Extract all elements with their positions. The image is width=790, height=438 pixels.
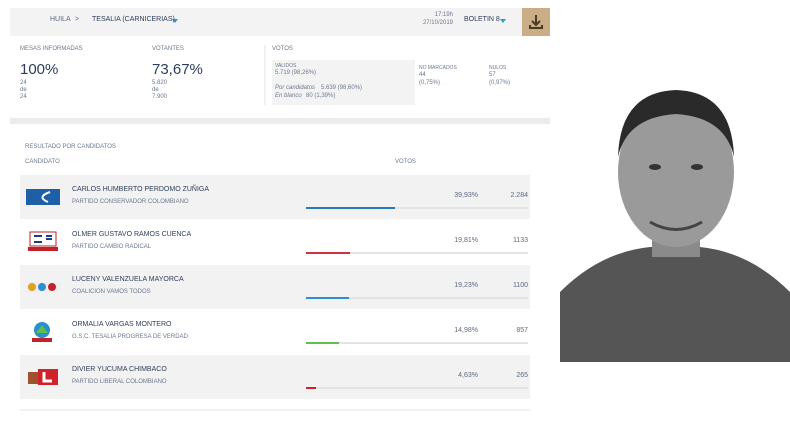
party-name: COALICION VAMOS TODOS [72, 289, 151, 295]
bar-track [306, 207, 528, 209]
candidate-name: CARLOS HUMBERTO PERDOMO ZUÑIGA [72, 186, 210, 193]
candidate-row: DIVIER YUCUMA CHIMBACO PARTIDO LIBERAL CO… [20, 355, 530, 399]
candidate-name: LUCENY VALENZUELA MAYORCA [72, 276, 184, 283]
bar-track [306, 387, 528, 389]
col-votes: VOTOS [395, 159, 416, 165]
party-name: PARTIDO CAMBIO RADICAL [72, 244, 152, 250]
candidate-name: OLMER GUSTAVO RAMOS CUENCA [72, 231, 192, 238]
dropdown-arrow [172, 19, 178, 23]
stat-of: de [152, 87, 159, 93]
bar-track [306, 252, 528, 254]
candidate-name: DIVIER YUCUMA CHIMBACO [72, 366, 167, 373]
vote-bar [306, 387, 317, 389]
decor [10, 19, 550, 411]
unmarked-label: NO MARCADOS [419, 65, 457, 71]
candidate-row: OLMER GUSTAVO RAMOS CUENCA PARTIDO CAMBIO… [20, 220, 530, 264]
stat-of: de [20, 87, 27, 93]
candidate-row: LUCENY VALENZUELA MAYORCA COALICION VAMOS… [20, 265, 530, 309]
municipality: TESALIA (CARNICERIAS) [92, 16, 175, 23]
votes-label: VOTOS [272, 46, 293, 52]
party-logo [28, 231, 58, 251]
candidate-row: ORMALIA VARGAS MONTERO G.S.C. TESALIA PRO… [20, 310, 530, 354]
unmarked-value: 44 [419, 72, 426, 78]
candidate-votes: 1133 [512, 237, 528, 244]
stat-percent: 100% [20, 61, 59, 78]
bulletin: BOLETIN 8 [464, 16, 500, 23]
blank-value: 80 (1,39%) [306, 93, 336, 99]
vote-bar [306, 342, 340, 344]
stat-count: 24 [20, 80, 27, 86]
stat-total: 7.900 [152, 94, 168, 100]
blank-label: En blanco [275, 93, 302, 99]
candidate-votes: 857 [516, 327, 528, 334]
candidate-percent: 14,98% [454, 327, 478, 334]
candidate-percent: 19,23% [454, 282, 478, 289]
votes-box [272, 60, 415, 105]
by-candidates-value: 5.639 (98,60%) [321, 85, 363, 91]
candidate-votes: 265 [516, 372, 528, 379]
stat-total: 24 [20, 94, 27, 100]
party-logo [32, 322, 52, 342]
download-icon [529, 15, 543, 29]
department: HUILA [50, 16, 71, 23]
null-value: 57 [489, 72, 496, 78]
valid-label: VALIDOS [275, 63, 297, 69]
time: 17:19h [434, 12, 453, 18]
download-button[interactable] [522, 8, 550, 36]
candidate-percent: 39,93% [454, 192, 478, 199]
stat-percent: 73,67% [152, 61, 203, 78]
party-logo [26, 282, 60, 292]
party-logo [26, 189, 60, 205]
null-percent: (0,97%) [489, 80, 511, 86]
vote-bar [306, 297, 349, 299]
col-candidate: CANDIDATO [25, 159, 60, 165]
candidate-row: CARLOS HUMBERTO PERDOMO ZUÑIGA PARTIDO CO… [20, 175, 530, 219]
candidate-percent: 19,81% [454, 237, 478, 244]
party-name: PARTIDO CONSERVADOR COLOMBIANO [72, 199, 189, 205]
stat-label: MESAS INFORMADAS [20, 46, 83, 52]
results-title: RESULTADO POR CANDIDATOS [25, 144, 116, 150]
by-candidates-label: Por candidatos [275, 85, 316, 91]
valid-value: 5.719 (98,26%) [275, 70, 317, 76]
stat-label: VOTANTES [152, 46, 184, 52]
party-logo [28, 369, 58, 385]
party-name: PARTIDO LIBERAL COLOMBIANO [72, 379, 167, 385]
stat-count: 5.820 [152, 80, 168, 86]
header-bar [10, 8, 522, 36]
bar-track [306, 342, 528, 344]
candidate-percent: 4,63% [458, 372, 478, 379]
candidate-name: ORMALIA VARGAS MONTERO [72, 321, 172, 328]
bar-track [306, 297, 528, 299]
null-label: NULOS [489, 65, 507, 71]
candidate-votes: 1100 [512, 282, 528, 289]
breadcrumb-separator: > [75, 16, 80, 23]
candidate-votes: 2.284 [510, 192, 528, 199]
vote-bar [306, 252, 350, 254]
shadow [10, 118, 550, 124]
party-name: G.S.C. TESALIA PROGRESA DE VERDAD [72, 334, 188, 340]
unmarked-percent: (0,75%) [419, 80, 441, 86]
date: 27/10/2019 [422, 20, 453, 26]
candidate-photo [560, 62, 790, 362]
vote-bar [306, 207, 395, 209]
dropdown-arrow [500, 19, 506, 23]
